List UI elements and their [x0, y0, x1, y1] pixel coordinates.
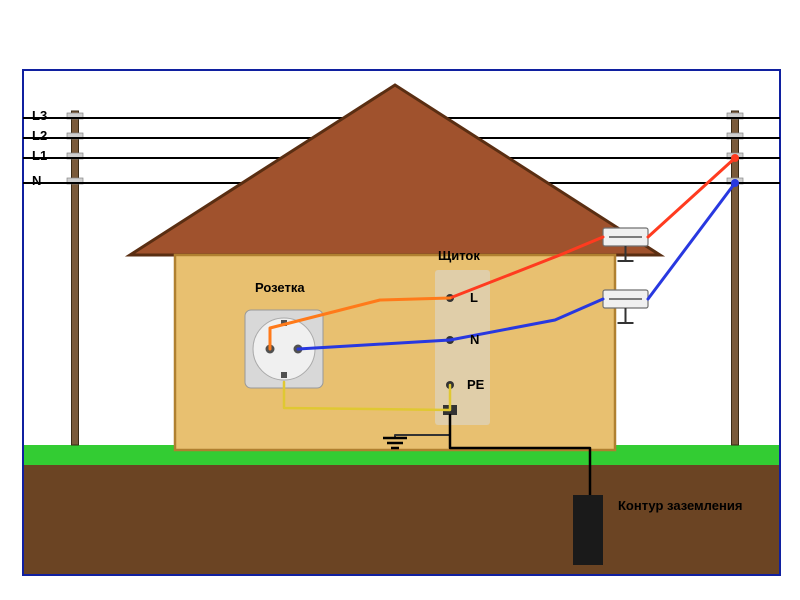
line-label-L2: L2 — [32, 128, 47, 143]
diagram-canvas: L3 L2 L1 N Розетка Щиток L N PE Контур з… — [0, 0, 800, 600]
terminal-label-L: L — [470, 290, 478, 305]
line-label-L3: L3 — [32, 108, 47, 123]
ground-rod-label: Контур заземления — [618, 498, 742, 513]
line-label-N: N — [32, 173, 41, 188]
panel-label: Щиток — [438, 248, 480, 263]
socket-label: Розетка — [255, 280, 305, 295]
line-label-L1: L1 — [32, 148, 47, 163]
terminal-label-PE: PE — [467, 377, 484, 392]
terminal-label-N: N — [470, 332, 479, 347]
